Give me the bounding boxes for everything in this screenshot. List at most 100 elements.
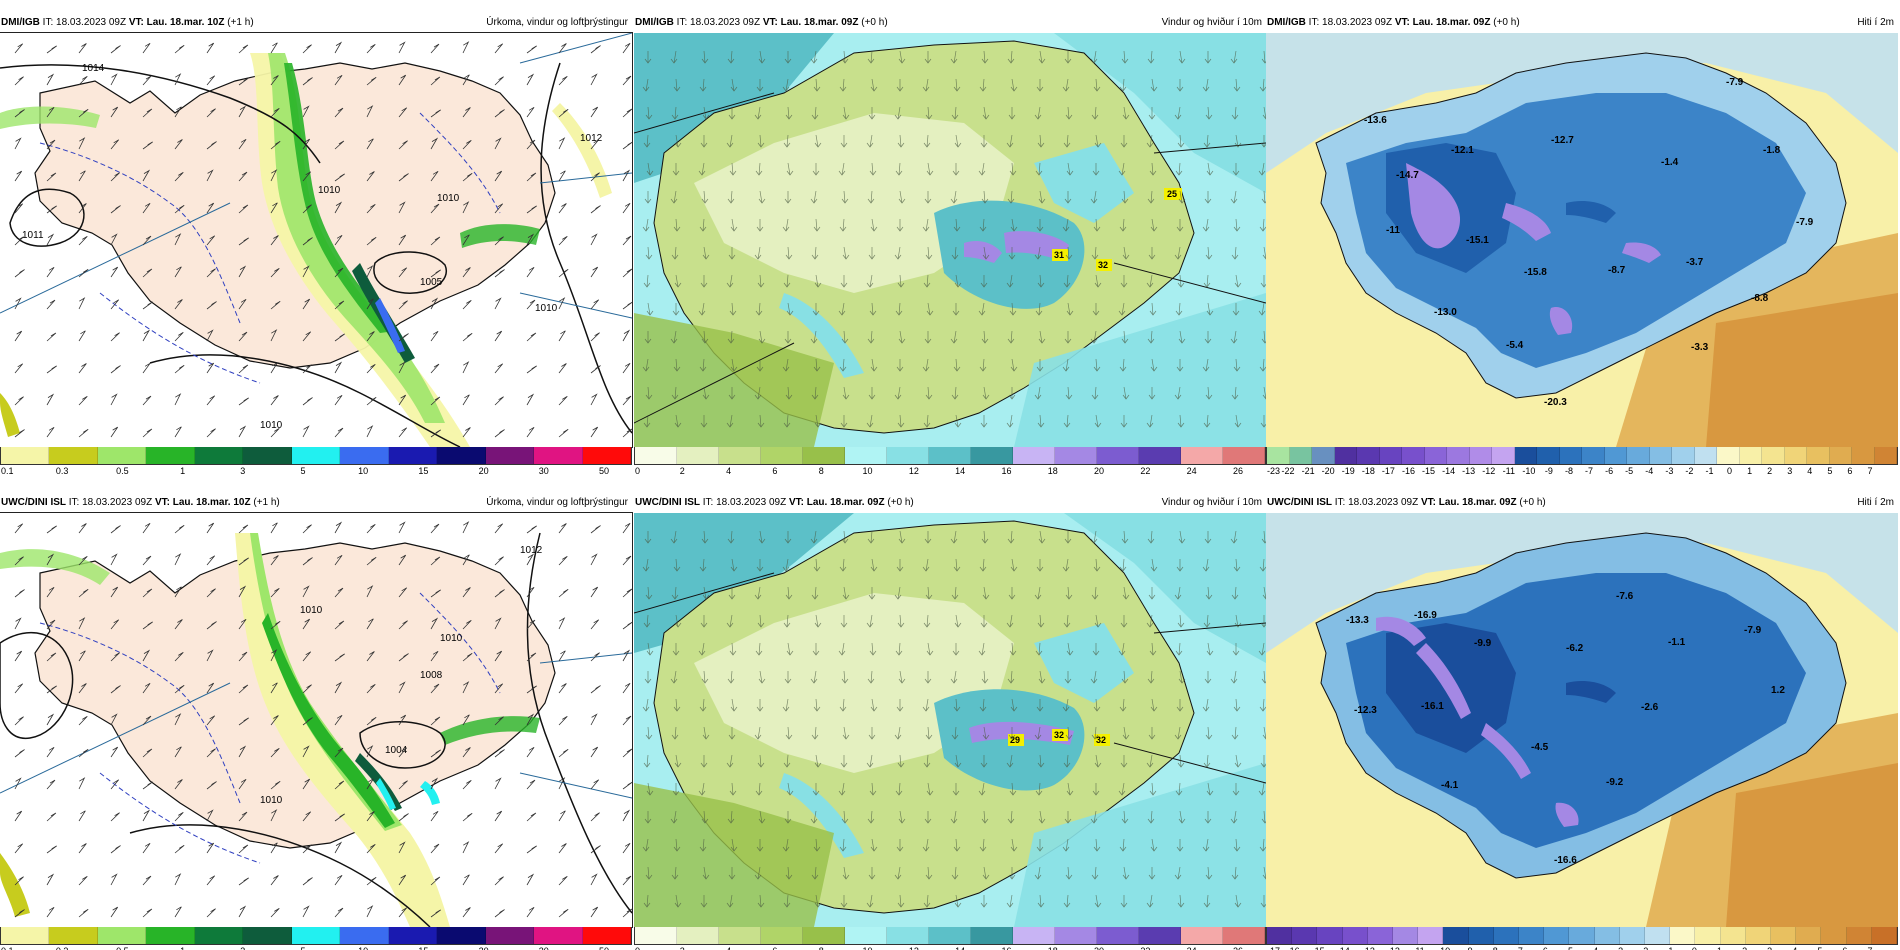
wind-barb <box>494 749 505 758</box>
colorbar-segment <box>1720 927 1746 944</box>
wind-arrow <box>1259 78 1266 92</box>
wind-arrow <box>1258 782 1266 796</box>
wind-arrow <box>673 358 681 372</box>
temp-value: -14.7 <box>1396 170 1419 181</box>
map-wind-gust[interactable]: 29 32 32 <box>634 513 1266 927</box>
wind-barb <box>398 841 406 854</box>
wind-arrow <box>868 587 876 600</box>
wind-arrows <box>642 50 1266 428</box>
wind-arrow <box>727 330 735 344</box>
wind-arrow <box>810 330 818 344</box>
wind-arrow <box>1120 615 1128 628</box>
wind-arrow <box>1259 558 1266 572</box>
wind-arrow <box>868 247 876 260</box>
wind-arrow <box>922 558 930 572</box>
wind-barb <box>238 204 249 214</box>
map-precipitation[interactable]: 1010 1012 1008 1004 1010 1010 <box>0 512 633 928</box>
wind-barb <box>238 364 249 374</box>
wind-arrow <box>1233 558 1241 572</box>
colorbar-segment <box>291 447 341 464</box>
wind-arrow <box>754 106 762 120</box>
temp-value: -3.3 <box>1691 342 1709 353</box>
wind-arrow <box>757 414 765 428</box>
wind-arrow <box>644 331 652 344</box>
wind-arrow <box>728 107 736 120</box>
wind-arrow <box>897 414 905 428</box>
wind-arrow <box>727 50 735 64</box>
colorbar-segment <box>1670 927 1696 944</box>
wind-barb <box>526 205 537 214</box>
wind-barb <box>526 652 537 662</box>
wind-arrow <box>1006 894 1014 908</box>
wind-barb <box>366 236 377 246</box>
wind-barb <box>46 426 55 438</box>
colorbar-segment <box>719 447 761 464</box>
wind-barb <box>462 140 472 150</box>
map-temperature[interactable]: -13.6 -14.7 -12.1 -12.7 -1.4 -7.9 -1.8 -… <box>1266 33 1898 447</box>
colorbar-segment <box>1762 447 1785 464</box>
isobar-label: 1012 <box>520 545 543 556</box>
wind-barb <box>430 556 441 566</box>
colorbar-segment <box>194 447 244 464</box>
wind-arrow <box>1008 867 1016 880</box>
map-wind-gust[interactable]: 25 31 32 <box>634 33 1266 447</box>
wind-arrow <box>1260 895 1266 908</box>
wind-arrow <box>699 218 707 232</box>
wind-barb <box>398 427 408 438</box>
wind-barb <box>494 43 504 54</box>
wind-barb <box>270 522 278 534</box>
wind-arrow <box>1090 50 1098 64</box>
wind-barb <box>174 873 182 886</box>
wind-arrow <box>1062 218 1070 232</box>
wind-arrow <box>642 218 650 232</box>
map-precipitation[interactable]: 1014 1011 1010 1010 1005 1010 1012 1010 <box>0 32 633 448</box>
wind-barb <box>462 267 471 278</box>
wind-arrow <box>782 78 790 92</box>
wind-barb <box>78 617 86 630</box>
colorbar <box>0 927 632 945</box>
wind-barb <box>14 810 23 822</box>
map-temperature[interactable]: -13.3 -16.9 -9.9 -7.6 -6.2 -1.1 -7.9 -12… <box>1266 513 1898 927</box>
wind-arrow <box>810 530 818 544</box>
wind-barb <box>14 749 25 758</box>
wind-arrow <box>978 162 986 176</box>
wind-arrow <box>1177 754 1185 768</box>
wind-arrow <box>1093 838 1101 852</box>
temp-value: -2.6 <box>1641 702 1659 713</box>
wind-barb <box>238 397 249 406</box>
wind-barb <box>110 906 119 918</box>
wind-barb <box>206 235 216 246</box>
wind-arrow <box>730 698 738 712</box>
wind-barb <box>334 714 343 726</box>
wind-barb <box>206 715 216 726</box>
colorbar-tick-label: 0.1 <box>1 946 14 950</box>
wind-barb <box>494 203 504 214</box>
wind-arrow <box>644 51 652 64</box>
wind-barb <box>334 140 345 150</box>
wind-arrow <box>1205 246 1213 260</box>
colorbar-tick-label: -16 <box>1287 946 1300 950</box>
wind-arrow <box>867 190 875 204</box>
colorbar-tick-label: 1 <box>1717 946 1722 950</box>
wind-arrow <box>1035 162 1043 176</box>
wind-barb <box>590 906 599 918</box>
colorbar-segment <box>1559 447 1582 464</box>
wind-arrow <box>644 811 652 824</box>
wind-arrow <box>954 894 962 908</box>
wind-arrow <box>954 754 962 768</box>
wind-arrow <box>923 414 931 428</box>
wind-barb <box>46 332 57 342</box>
wind-barb <box>14 43 24 54</box>
wind-arrow <box>674 134 682 148</box>
wind-barb <box>206 428 216 438</box>
wind-barb <box>206 75 216 86</box>
wind-arrow <box>757 134 765 148</box>
wind-barb <box>142 842 151 854</box>
wind-arrow <box>730 558 738 572</box>
wind-barb <box>142 268 153 278</box>
wind-barb <box>174 553 182 566</box>
wind-barb <box>334 841 343 854</box>
wind-arrow <box>1121 330 1129 344</box>
wind-arrow <box>1091 246 1099 260</box>
wind-arrow <box>1006 274 1014 288</box>
